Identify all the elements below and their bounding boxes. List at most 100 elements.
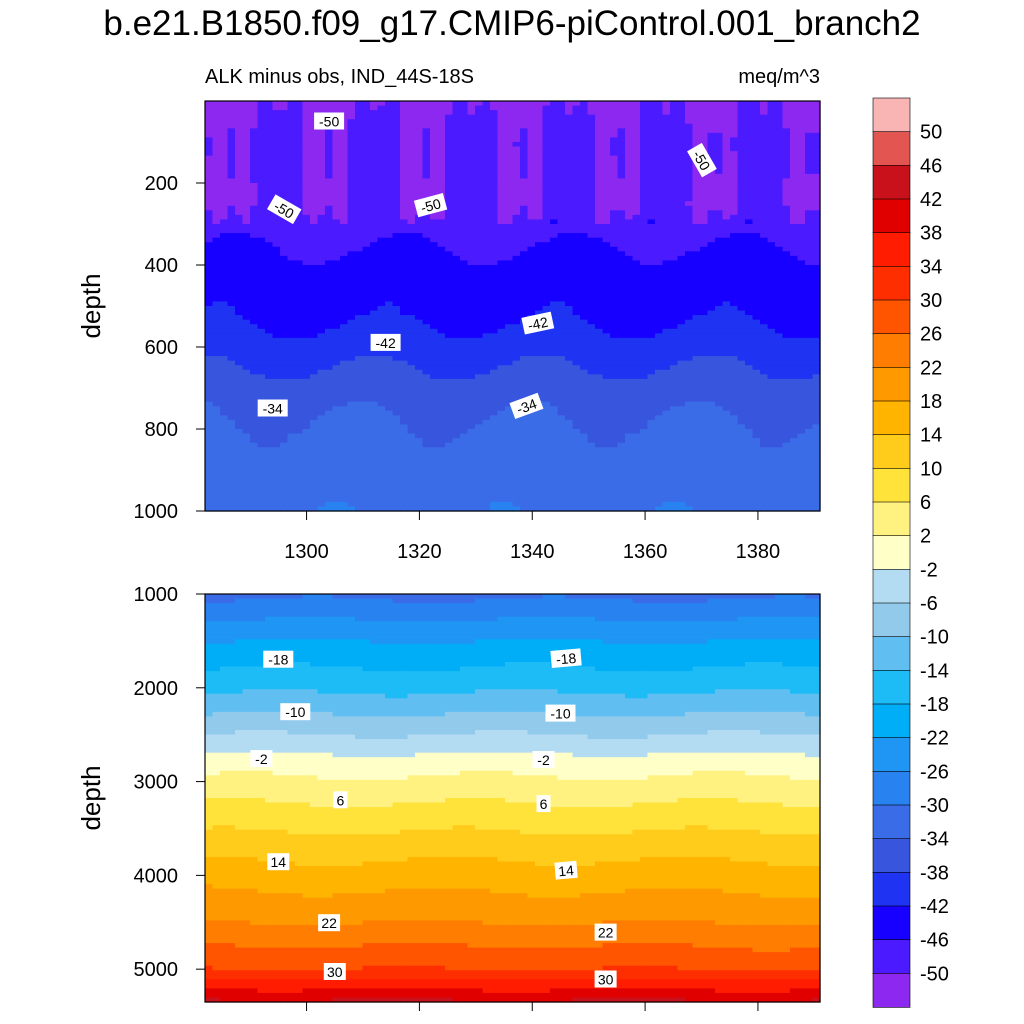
y-tick-label: 200 xyxy=(145,173,178,195)
colorbar-label: -26 xyxy=(920,761,949,783)
colorbar-swatch xyxy=(872,838,911,874)
colorbar-label: -34 xyxy=(920,829,949,851)
contour-label: -50 xyxy=(413,193,448,218)
contour-label: -34 xyxy=(509,392,544,420)
y-tick-label: 1000 xyxy=(134,584,179,606)
y-tick-label: 4000 xyxy=(134,865,179,887)
colorbar-label: -6 xyxy=(920,593,938,615)
y-tick-label: 2000 xyxy=(134,678,179,700)
y-tick-label: 1000 xyxy=(134,501,179,523)
colorbar-label: -22 xyxy=(920,728,949,750)
colorbar-label: 38 xyxy=(920,223,942,245)
colorbar-swatch xyxy=(872,905,911,941)
colorbar-label: -38 xyxy=(920,862,949,884)
colorbar-swatch xyxy=(872,131,911,167)
colorbar-swatch xyxy=(872,198,911,234)
y-tick-label: 400 xyxy=(145,255,178,277)
x-tick-label: 1340 xyxy=(510,541,555,563)
colorbar-swatch xyxy=(872,535,911,571)
colorbar-label: 14 xyxy=(920,425,942,447)
y-axis-label-upper: depth xyxy=(76,273,106,338)
colorbar-label: 22 xyxy=(920,357,942,379)
colorbar-swatch xyxy=(872,501,911,537)
contour-label: -18 xyxy=(263,650,294,668)
colorbar-swatch xyxy=(872,232,911,268)
colorbar-label: -46 xyxy=(920,930,949,952)
contour-label: 14 xyxy=(554,860,578,880)
subtitle-right: meq/m^3 xyxy=(738,66,820,88)
y-tick-label: 800 xyxy=(145,419,178,441)
colorbar-label: 18 xyxy=(920,391,942,413)
colorbar-swatch xyxy=(872,434,911,470)
contour-label: -42 xyxy=(521,311,555,335)
colorbar-swatch xyxy=(872,602,911,638)
colorbar: 50 46 42 38 34 30 26 22 18 14 10 6 2 -2 -6 -10 -14 -18 -22… xyxy=(872,97,949,1008)
contour-label: -2 xyxy=(532,751,555,768)
colorbar-label: 2 xyxy=(920,526,931,548)
colorbar-label: 34 xyxy=(920,256,942,278)
colorbar-swatch xyxy=(872,299,911,335)
colorbar-label: -50 xyxy=(920,963,949,985)
plot-frame-upper xyxy=(204,100,821,512)
colorbar-swatch xyxy=(872,670,911,705)
colorbar-swatch xyxy=(872,636,911,672)
contour-label: 6 xyxy=(333,791,348,809)
colorbar-swatch xyxy=(872,165,911,200)
x-tick-label: 1380 xyxy=(736,541,781,563)
colorbar-label: 26 xyxy=(920,324,942,346)
colorbar-label: 50 xyxy=(920,122,942,144)
colorbar-label: -18 xyxy=(920,694,949,716)
contour-label: 30 xyxy=(323,963,346,980)
colorbar-label: 46 xyxy=(920,155,942,177)
contour-label: -50 xyxy=(314,112,345,130)
panel-lower: 1000 2000 3000 4000 5000 -18 -18 -10 -10 -2 -2 6 6 14… xyxy=(134,584,821,1011)
filled-contours-upper xyxy=(205,101,821,512)
colorbar-swatch xyxy=(872,468,911,503)
contour-label: -10 xyxy=(545,704,576,722)
y-tick-label: 600 xyxy=(145,337,178,359)
contour-label: -42 xyxy=(370,333,401,351)
contour-label: 22 xyxy=(594,923,617,941)
colorbar-swatch xyxy=(872,973,911,1008)
subtitle-left: ALK minus obs, IND_44S-18S xyxy=(205,66,474,88)
colorbar-label: 42 xyxy=(920,189,942,211)
colorbar-swatch xyxy=(872,804,911,840)
contour-label: -34 xyxy=(257,399,288,417)
y-tick-label: 3000 xyxy=(134,772,179,794)
colorbar-label: 6 xyxy=(920,492,931,514)
contour-label: 14 xyxy=(267,853,290,871)
colorbar-swatch xyxy=(872,737,911,773)
colorbar-label: -14 xyxy=(920,660,949,682)
y-tick-label: 5000 xyxy=(134,959,179,981)
contour-label: 6 xyxy=(536,795,551,813)
colorbar-swatch xyxy=(872,569,911,604)
plot-frame-lower xyxy=(204,593,821,1003)
colorbar-swatch xyxy=(872,266,911,301)
colorbar-swatch xyxy=(872,367,911,402)
colorbar-swatch xyxy=(872,703,911,739)
colorbar-swatch xyxy=(872,97,911,133)
x-tick-label: 1300 xyxy=(284,541,329,563)
colorbar-label: 10 xyxy=(920,458,942,480)
y-axis-label-lower: depth xyxy=(76,765,106,830)
x-tick-label: 1360 xyxy=(623,541,668,563)
colorbar-swatch xyxy=(872,771,911,806)
colorbar-swatch xyxy=(872,939,911,975)
colorbar-label: 30 xyxy=(920,290,942,312)
colorbar-swatch xyxy=(872,872,911,907)
colorbar-swatch xyxy=(872,400,911,436)
colorbar-swatch xyxy=(872,333,911,369)
x-tick-label: 1320 xyxy=(397,541,442,563)
chart-title: b.e21.B1850.f09_g17.CMIP6-piControl.001_… xyxy=(103,4,920,43)
contour-label: -18 xyxy=(550,648,582,668)
contour-label: 30 xyxy=(594,970,617,988)
contour-label: -10 xyxy=(280,703,311,721)
contour-label: -2 xyxy=(250,750,273,768)
colorbar-label: -10 xyxy=(920,627,949,649)
contour-label: 22 xyxy=(318,914,341,932)
filled-contours-lower xyxy=(205,594,821,1003)
colorbar-label: -2 xyxy=(920,559,938,581)
colorbar-label: -42 xyxy=(920,896,949,918)
colorbar-label: -30 xyxy=(920,795,949,817)
